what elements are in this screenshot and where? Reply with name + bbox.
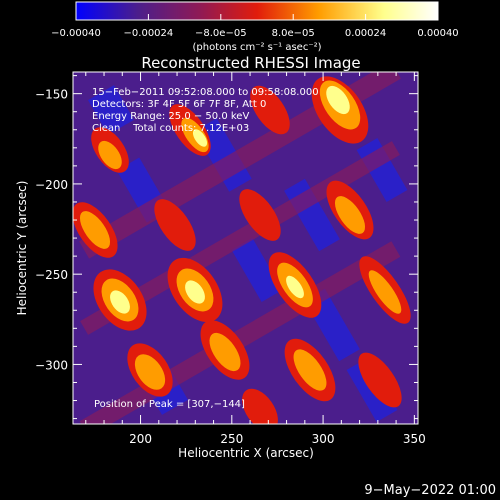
colorbar-unit-label: (photons cm⁻² s⁻¹ asec⁻²) [192,42,321,53]
colorbar-ticks: −0.00040 −0.00024 −8.0e−05 8.0e−05 0.00024 0.… [51,14,459,39]
colorbar-tick-label: 0.00024 [345,28,386,39]
plot-frame [72,71,419,425]
heatmap-image [73,72,418,424]
colorbar-tick-label: −0.00024 [124,28,174,39]
y-tick-label: −150 [35,88,68,102]
chart-title: Reconstructed RHESSI Image [141,54,360,72]
colorbar-tick-label: −0.00040 [51,28,101,39]
colorbar-tick-label: −8.0e−05 [195,28,247,39]
y-axis-label: Heliocentric Y (arcsec) [15,181,29,316]
x-tick-label: 300 [312,432,335,446]
annotation-time-range: 15−Feb−2011 09:52:08.000 to 09:58:08.000 [92,87,319,98]
peak-position-label: Position of Peak = [307,−144] [94,399,245,410]
colorbar-tick-label: 8.0e−05 [272,28,315,39]
x-tick-label: 350 [403,432,426,446]
y-tick-label: −300 [35,358,68,372]
x-tick-label: 200 [129,432,152,446]
y-tick-label: −250 [35,268,68,282]
axis-tick-labels: 200 250 300 350 −150 −200 −250 −300 [35,88,426,446]
observation-info: 15−Feb−2011 09:52:08.000 to 09:58:08.000… [92,87,319,134]
colorbar-frame [75,1,439,21]
axis-ticks [73,72,418,424]
annotation-energy-range: Energy Range: 25.0 − 50.0 keV [92,111,249,122]
y-tick-label: −200 [35,178,68,192]
timestamp: 9−May−2022 01:00 [364,483,496,498]
x-axis-label: Heliocentric X (arcsec) [178,446,314,460]
colorbar-tick-label: 0.00040 [417,28,458,39]
x-tick-label: 250 [220,432,243,446]
colorbar [76,2,438,20]
annotation-clean-counts: Clean Total counts: 7.12E+03 [92,123,249,134]
annotation-detectors: Detectors: 3F 4F 5F 6F 7F 8F, Att 0 [92,99,266,110]
